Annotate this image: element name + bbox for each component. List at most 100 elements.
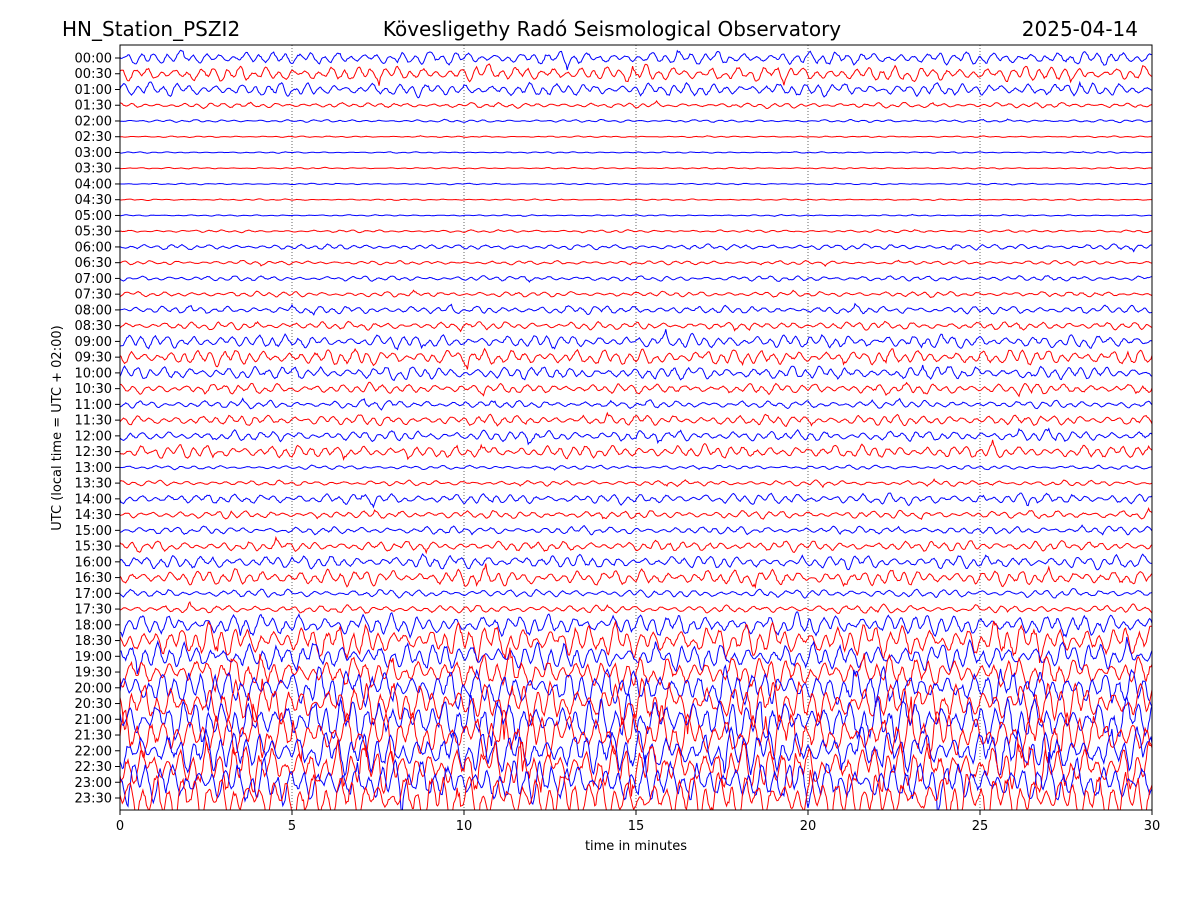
trace-0100 bbox=[120, 80, 1152, 99]
trace-0600 bbox=[120, 243, 1152, 253]
trace-0400 bbox=[120, 182, 1152, 186]
trace-0630 bbox=[120, 259, 1152, 267]
x-tick-label: 10 bbox=[456, 819, 473, 834]
y-tick-label: 12:00 bbox=[75, 429, 112, 444]
y-tick-label: 19:30 bbox=[75, 666, 112, 681]
trace-1700 bbox=[120, 587, 1152, 599]
y-tick-label: 06:00 bbox=[75, 240, 112, 255]
x-tick-label: 5 bbox=[288, 819, 296, 834]
y-tick-label: 21:00 bbox=[75, 713, 112, 728]
trace-0030 bbox=[120, 63, 1152, 86]
y-tick-label: 06:30 bbox=[75, 256, 112, 271]
y-tick-label: 11:00 bbox=[75, 398, 112, 413]
y-tick-label: 16:00 bbox=[75, 555, 112, 570]
trace-0230 bbox=[120, 135, 1152, 139]
trace-2330 bbox=[120, 769, 1152, 810]
traces bbox=[120, 49, 1152, 810]
y-tick-label: 18:00 bbox=[75, 618, 112, 633]
grid-lines bbox=[291, 45, 981, 810]
trace-1030 bbox=[120, 381, 1152, 398]
date-label: 2025-04-14 bbox=[1022, 17, 1138, 41]
trace-1930 bbox=[120, 647, 1152, 693]
trace-1330 bbox=[120, 478, 1152, 489]
y-tick-label: 22:30 bbox=[75, 760, 112, 775]
x-tick-label: 15 bbox=[628, 819, 645, 834]
y-axis-label: UTC (local time = UTC + 02:00) bbox=[50, 325, 65, 530]
trace-0130 bbox=[120, 99, 1152, 110]
trace-1530 bbox=[120, 535, 1152, 555]
trace-0500 bbox=[120, 213, 1152, 217]
x-tick-label: 25 bbox=[972, 819, 989, 834]
trace-2200 bbox=[120, 726, 1152, 777]
trace-0430 bbox=[120, 198, 1152, 201]
y-tick-label: 07:00 bbox=[75, 272, 112, 287]
y-tick-label: 16:30 bbox=[75, 571, 112, 586]
y-tick-label: 15:30 bbox=[75, 540, 112, 555]
trace-1200 bbox=[120, 427, 1152, 446]
trace-1900 bbox=[120, 636, 1152, 675]
x-tick-label: 30 bbox=[1144, 819, 1161, 834]
y-tick-label: 21:30 bbox=[75, 729, 112, 744]
y-tick-label: 10:00 bbox=[75, 366, 112, 381]
trace-0330 bbox=[120, 166, 1152, 170]
y-tick-label: 07:30 bbox=[75, 288, 112, 303]
y-tick-label: 03:30 bbox=[75, 162, 112, 177]
trace-0000 bbox=[120, 49, 1152, 71]
x-tick-label: 0 bbox=[116, 819, 124, 834]
y-tick-label: 08:30 bbox=[75, 319, 112, 334]
trace-1500 bbox=[120, 524, 1152, 536]
trace-0730 bbox=[120, 289, 1152, 299]
trace-1830 bbox=[120, 620, 1152, 664]
y-tick-label: 08:00 bbox=[75, 303, 112, 318]
y-tick-label: 05:00 bbox=[75, 209, 112, 224]
y-tick-label: 00:00 bbox=[75, 52, 112, 67]
y-tick-label: 23:00 bbox=[75, 776, 112, 791]
trace-2030 bbox=[120, 677, 1152, 740]
trace-0300 bbox=[120, 151, 1152, 154]
trace-2100 bbox=[120, 693, 1152, 746]
trace-1130 bbox=[120, 411, 1152, 427]
trace-2300 bbox=[120, 751, 1152, 810]
trace-1300 bbox=[120, 464, 1152, 471]
trace-1430 bbox=[120, 507, 1152, 520]
y-tick-label: 23:30 bbox=[75, 792, 112, 807]
x-axis: 0 5 10 15 20 25 30 bbox=[116, 810, 1160, 834]
y-tick-label: 12:30 bbox=[75, 445, 112, 460]
y-tick-label: 14:30 bbox=[75, 508, 112, 523]
y-tick-label: 03:00 bbox=[75, 146, 112, 161]
y-tick-label: 17:00 bbox=[75, 587, 112, 602]
trace-0200 bbox=[120, 118, 1152, 124]
trace-1000 bbox=[120, 364, 1152, 382]
y-tick-label: 01:30 bbox=[75, 99, 112, 114]
y-tick-label: 14:00 bbox=[75, 492, 112, 507]
station-label: HN_Station_PSZI2 bbox=[62, 17, 240, 41]
y-axis: 00:0000:3001:0001:3002:0002:3003:0003:30… bbox=[75, 52, 120, 807]
y-tick-label: 01:00 bbox=[75, 83, 112, 98]
trace-1600 bbox=[120, 553, 1152, 571]
trace-1730 bbox=[120, 600, 1152, 614]
trace-1100 bbox=[120, 397, 1152, 411]
trace-0930 bbox=[120, 347, 1152, 370]
y-tick-label: 11:30 bbox=[75, 414, 112, 429]
y-tick-label: 09:30 bbox=[75, 351, 112, 366]
trace-2000 bbox=[120, 664, 1152, 713]
y-tick-label: 10:30 bbox=[75, 382, 112, 397]
y-tick-label: 20:30 bbox=[75, 697, 112, 712]
y-tick-label: 17:30 bbox=[75, 603, 112, 618]
y-tick-label: 02:00 bbox=[75, 114, 112, 129]
y-tick-label: 18:30 bbox=[75, 634, 112, 649]
y-tick-label: 15:00 bbox=[75, 524, 112, 539]
y-tick-label: 04:30 bbox=[75, 193, 112, 208]
trace-0530 bbox=[120, 229, 1152, 234]
trace-1400 bbox=[120, 492, 1152, 509]
y-tick-label: 05:30 bbox=[75, 225, 112, 240]
trace-1630 bbox=[120, 563, 1152, 589]
y-tick-label: 00:30 bbox=[75, 67, 112, 82]
x-tick-label: 20 bbox=[800, 819, 817, 834]
trace-1230 bbox=[120, 439, 1152, 461]
y-tick-label: 13:30 bbox=[75, 477, 112, 492]
y-tick-label: 13:00 bbox=[75, 461, 112, 476]
y-tick-label: 22:00 bbox=[75, 744, 112, 759]
y-tick-label: 02:30 bbox=[75, 130, 112, 145]
trace-2130 bbox=[120, 696, 1152, 772]
